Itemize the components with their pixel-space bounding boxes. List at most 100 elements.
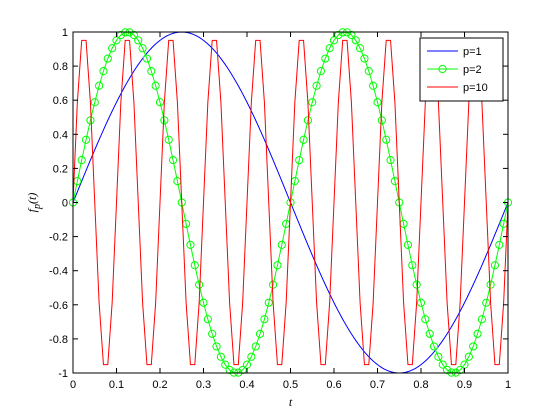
series-point: [116, 30, 125, 40]
legend-label: p=2: [463, 64, 482, 76]
series-point: [142, 54, 152, 63]
series-point: [151, 81, 160, 90]
series-point: [77, 156, 86, 165]
legend-label: p=10: [463, 82, 488, 94]
series-point: [495, 240, 504, 249]
series-point: [490, 261, 500, 270]
series-point: [108, 44, 117, 53]
series-point: [190, 261, 199, 270]
x-tick-label: 0.9: [457, 379, 472, 391]
series-point: [255, 329, 265, 338]
series-point: [221, 360, 230, 369]
series-point: [386, 156, 395, 165]
x-tick-label: 0.5: [283, 379, 298, 391]
series-point: [477, 315, 486, 324]
series-point: [138, 44, 147, 53]
y-tick-label: -0.4: [49, 266, 68, 278]
y-tick-label: 0.8: [53, 61, 68, 73]
series-point: [147, 67, 156, 76]
x-axis-label: t: [289, 395, 293, 409]
series-point: [216, 352, 225, 361]
x-tick-label: 0.3: [196, 379, 211, 391]
x-tick-label: 0.1: [109, 379, 124, 391]
series-point: [434, 352, 443, 361]
series-point: [264, 298, 273, 307]
series-point: [373, 98, 382, 107]
series-point: [321, 54, 330, 63]
x-tick-label: 0.7: [370, 379, 385, 391]
x-tick-label: 0.4: [239, 379, 254, 391]
series-point: [186, 240, 195, 249]
series-point: [277, 240, 286, 249]
series-point: [469, 342, 478, 351]
series-point: [260, 315, 269, 324]
series-point: [203, 315, 212, 324]
series-point: [464, 352, 473, 361]
series-point: [429, 342, 439, 351]
ticks-layer: 0 0.1 0.2 0.3 0.4 0.5 0.6 0.7 0.8 0.9 1 -1 -0.8 -0.6 -…: [49, 27, 511, 391]
legend-marker: [438, 64, 447, 74]
series-point: [247, 352, 256, 361]
legend: p=1 p=2 p=10: [419, 37, 504, 102]
series-point: [482, 298, 491, 307]
series-point: [212, 342, 221, 351]
series-point: [382, 135, 391, 144]
series-point: [160, 116, 169, 125]
series-point: [347, 30, 356, 40]
series-point: [195, 280, 204, 289]
series-point: [416, 298, 426, 307]
series-point: [334, 30, 343, 40]
y-tick-label: -0.8: [49, 334, 68, 346]
series-point: [325, 44, 334, 53]
series-point: [273, 261, 282, 270]
series-point: [377, 116, 386, 125]
series-point: [168, 156, 178, 165]
series-point: [421, 315, 430, 324]
series-point: [408, 261, 417, 270]
y-tick-label: -0.6: [49, 300, 68, 312]
series-point: [369, 81, 378, 90]
series-point: [90, 98, 99, 107]
series-point: [295, 156, 304, 165]
x-tick-label: 0: [70, 379, 76, 391]
series-point: [438, 360, 447, 369]
series-point: [199, 298, 208, 307]
series-point: [164, 135, 173, 144]
series-point: [134, 36, 143, 45]
series-point: [208, 329, 217, 338]
series-point: [303, 116, 312, 125]
x-tick-label: 1: [505, 379, 511, 391]
y-tick-label: -1: [58, 368, 68, 380]
series-point: [129, 30, 138, 40]
x-tick-label: 0.6: [326, 379, 341, 391]
series-point: [443, 365, 452, 375]
y-axis-label: fp(t): [25, 193, 43, 213]
series-point: [225, 365, 234, 375]
y-tick-label: 0: [62, 198, 68, 210]
x-tick-label: 0.8: [413, 379, 428, 391]
series-point: [316, 67, 326, 76]
series-point: [360, 54, 369, 63]
series-point: [269, 280, 278, 289]
series-markers-p=2: [68, 28, 513, 377]
series-point: [155, 98, 165, 107]
legend-label: p=1: [463, 46, 482, 58]
series-point: [486, 280, 495, 289]
series-point: [403, 240, 413, 249]
series-point: [425, 329, 434, 338]
series-point: [473, 329, 482, 338]
series-point: [308, 98, 317, 107]
series-point: [312, 81, 321, 90]
y-tick-label: 1: [62, 27, 68, 39]
x-tick-label: 0.2: [152, 379, 167, 391]
series-point: [456, 365, 465, 375]
y-tick-label: -0.2: [49, 232, 68, 244]
series-point: [99, 67, 108, 76]
y-tick-label: 0.2: [53, 163, 68, 175]
series-point: [95, 81, 104, 90]
series-point: [86, 116, 95, 125]
y-tick-label: 0.6: [53, 95, 68, 107]
series-point: [238, 365, 247, 375]
series-point: [299, 135, 308, 144]
